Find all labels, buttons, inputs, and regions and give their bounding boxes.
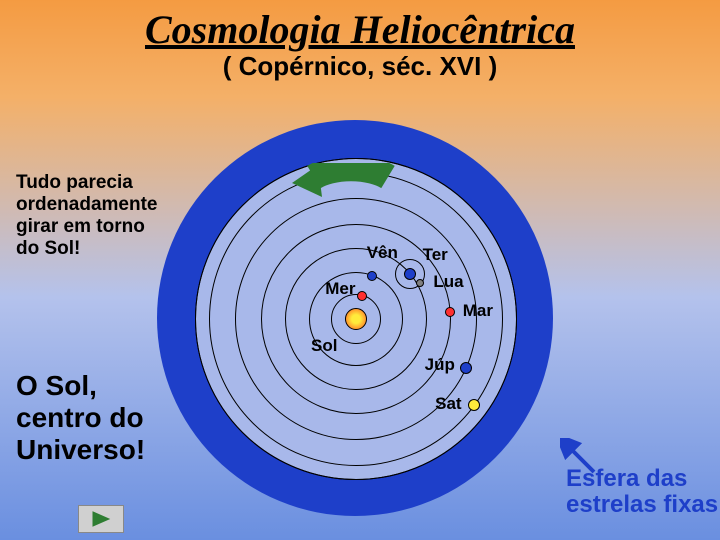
planet-label-júp: Júp (425, 355, 455, 375)
planet-júp (460, 362, 472, 374)
planet-label-mar: Mar (463, 301, 493, 321)
planet-label-sat: Sat (435, 394, 461, 414)
page-title: Cosmologia Heliocêntrica (0, 0, 720, 53)
rotation-arrow-icon (292, 163, 407, 223)
planet-label-vên: Vên (367, 243, 398, 263)
side-text-1: Tudo parecia ordenadamente girar em torn… (16, 172, 157, 259)
heliocentric-diagram: Sol Mer Vên Ter LuaMar Júp Sat (157, 120, 553, 516)
page-subtitle: ( Copérnico, séc. XVI ) (0, 51, 720, 82)
fixed-stars-caption: Esfera das estrelas fixas (566, 466, 718, 519)
play-icon (91, 511, 111, 527)
planet-ter (404, 268, 416, 280)
next-button[interactable] (78, 505, 124, 533)
planet-label-mer: Mer (325, 279, 355, 299)
sun (345, 308, 367, 330)
sun-label: Sol (311, 336, 337, 356)
planet-mer (357, 291, 367, 301)
planet-sat (468, 399, 480, 411)
planet-label-ter: Ter (423, 245, 448, 265)
planet-vên (367, 271, 377, 281)
side-text-2: O Sol, centro do Universo! (16, 370, 145, 467)
planet-label-lua: Lua (433, 272, 463, 292)
